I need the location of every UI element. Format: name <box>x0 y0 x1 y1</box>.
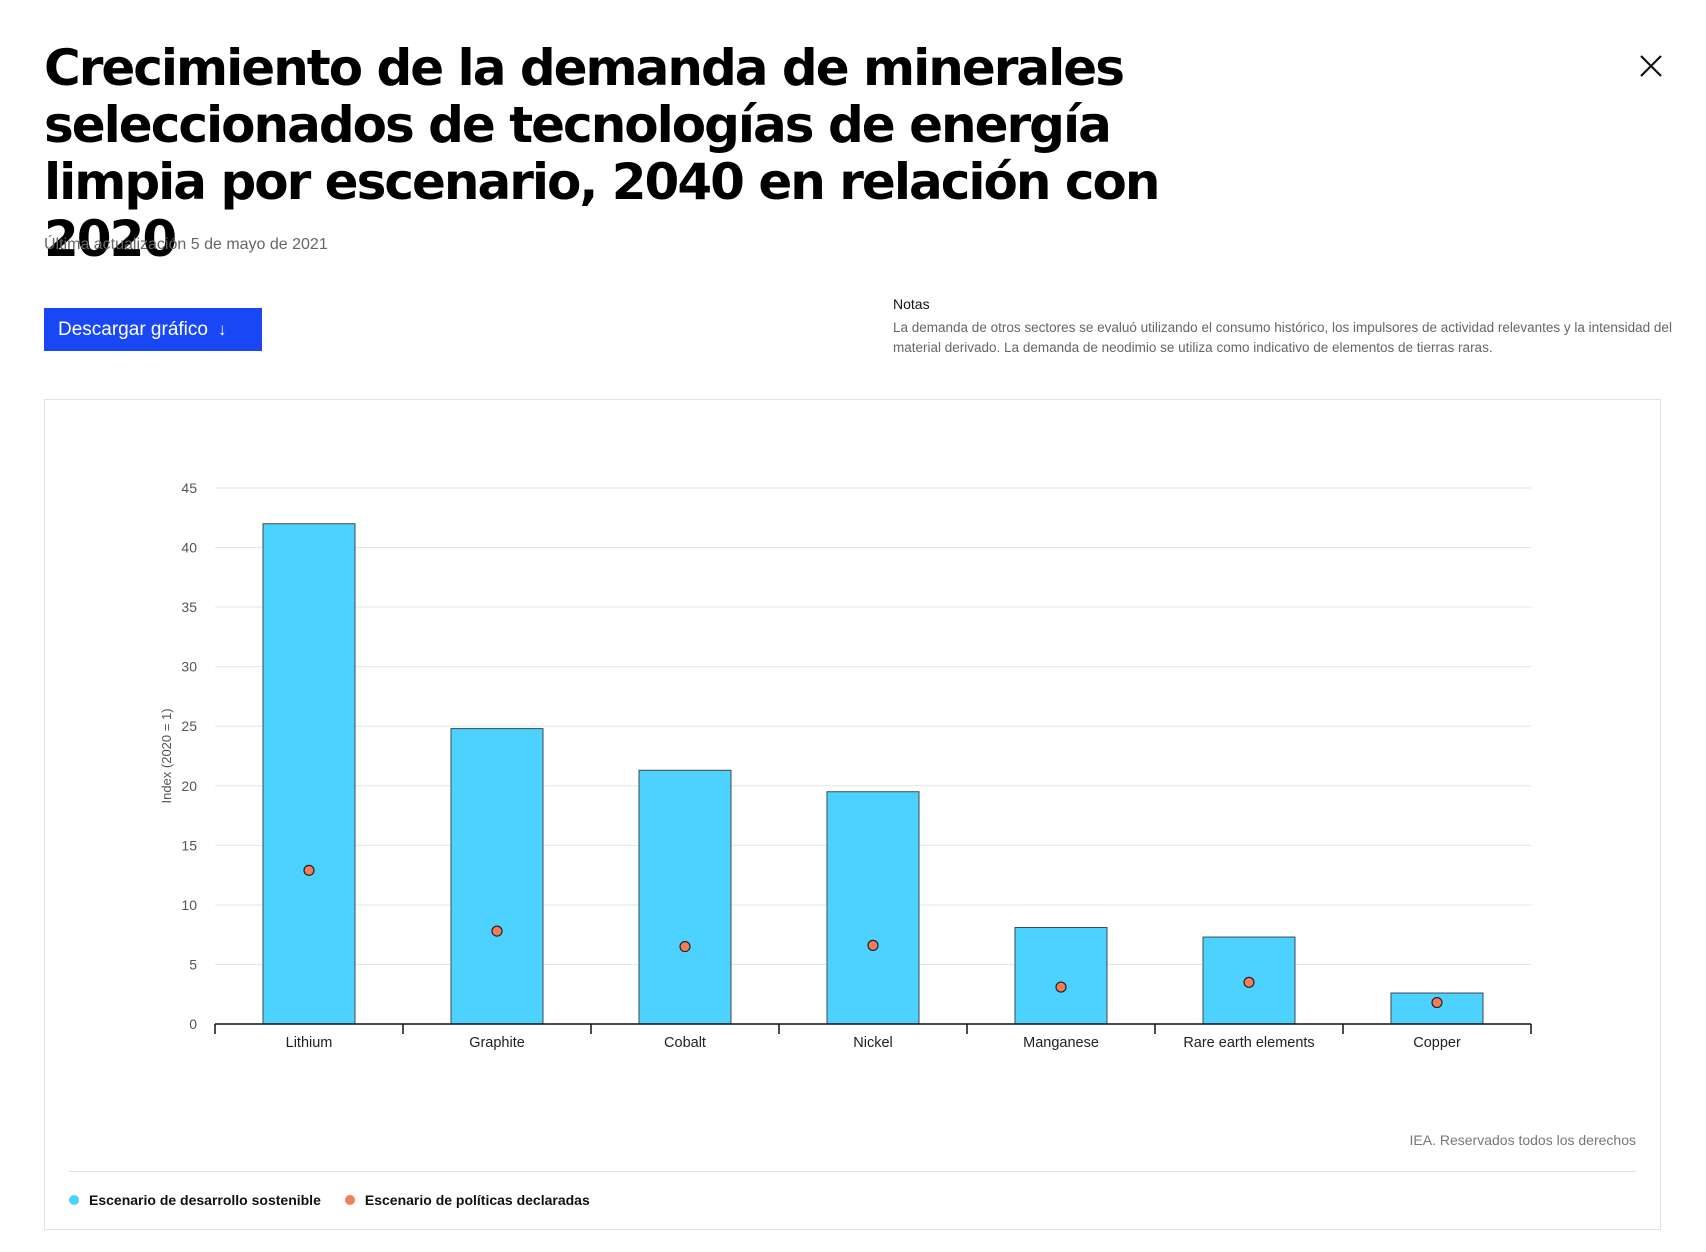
arrow-down-icon: ↓ <box>217 319 227 339</box>
legend-marker-stated-policies <box>344 1195 355 1205</box>
x-tick-label: Nickel <box>853 1035 892 1051</box>
bar-manganese[interactable] <box>1014 927 1108 1025</box>
y-tick-label: 20 <box>181 778 197 794</box>
y-tick-label: 0 <box>189 1016 197 1032</box>
bar-lithium[interactable] <box>262 523 356 1025</box>
bar-graphite[interactable] <box>450 728 544 1025</box>
x-tick-label: Rare earth elements <box>1183 1035 1314 1051</box>
y-tick-label: 35 <box>181 599 197 615</box>
chart-legend: Escenario de desarrollo sostenible Escen… <box>69 1192 614 1208</box>
close-button[interactable] <box>1637 52 1665 80</box>
point-nickel[interactable] <box>867 939 879 951</box>
y-axis-label: Index (2020 = 1) <box>159 708 174 803</box>
notes-text: La demanda de otros sectores se evaluó u… <box>893 320 1672 355</box>
x-tick-label: Graphite <box>469 1035 525 1051</box>
last-updated: Última actualización 5 de mayo de 2021 <box>44 236 328 253</box>
point-graphite[interactable] <box>491 925 503 937</box>
legend-label-stated-policies: Escenario de políticas declaradas <box>364 1192 590 1208</box>
legend-divider <box>69 1171 1636 1172</box>
legend-item-stated-policies[interactable]: Escenario de políticas declaradas <box>344 1192 590 1208</box>
notes-heading: Notas <box>893 296 930 312</box>
y-tick-label: 5 <box>189 956 197 972</box>
point-copper[interactable] <box>1431 996 1443 1009</box>
point-cobalt[interactable] <box>679 940 691 953</box>
y-tick-label: 30 <box>181 659 197 675</box>
y-tick-label: 15 <box>181 837 197 853</box>
point-manganese[interactable] <box>1055 981 1067 993</box>
x-tick-label: Cobalt <box>664 1035 706 1051</box>
close-icon <box>1640 55 1662 77</box>
x-tick-label: Manganese <box>1023 1035 1099 1051</box>
bar-cobalt[interactable] <box>638 769 732 1025</box>
bar-nickel[interactable] <box>826 791 920 1025</box>
x-tick-label: Lithium <box>286 1035 333 1051</box>
bar-chart: 0 5 10 15 20 25 30 35 40 45 Index (2020 = 1) Lithiu… <box>159 480 1532 1051</box>
legend-marker-sustainable <box>69 1195 79 1205</box>
legend-item-sustainable[interactable]: Escenario de desarrollo sostenible <box>69 1192 321 1208</box>
chart-credit: IEA. Reservados todos los derechos <box>1409 1132 1636 1148</box>
y-tick-label: 10 <box>181 897 197 913</box>
point-rare-earth-elements[interactable] <box>1243 976 1255 988</box>
download-label: Descargar gráfico <box>58 318 208 340</box>
legend-label-sustainable: Escenario de desarrollo sostenible <box>89 1192 321 1208</box>
y-tick-label: 25 <box>181 718 197 734</box>
x-tick-label: Copper <box>1413 1035 1461 1051</box>
y-tick-label: 40 <box>181 540 197 556</box>
y-tick-label: 45 <box>181 480 197 496</box>
page-title: Crecimiento de la demanda de minerales s… <box>44 39 1160 268</box>
download-chart-button[interactable]: Descargar gráfico ↓ <box>44 308 262 351</box>
chart-card: 0 5 10 15 20 25 30 35 40 45 Index (2020 = 1) Lithiu… <box>44 399 1661 1230</box>
point-lithium[interactable] <box>303 864 315 876</box>
